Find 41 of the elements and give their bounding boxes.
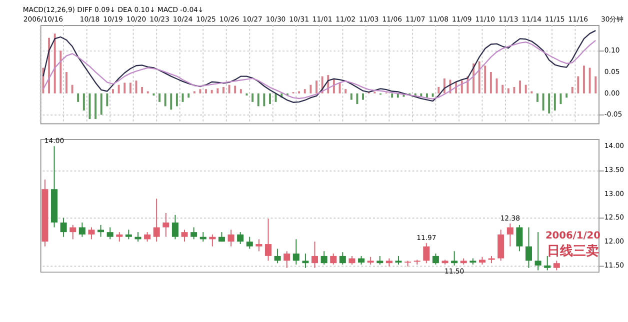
candlestick: [284, 250, 290, 268]
candlestick: [256, 238, 262, 252]
candlestick: [237, 232, 244, 245]
candlestick: [228, 229, 234, 247]
candlestick: [516, 224, 523, 252]
candlestick: [423, 242, 430, 264]
candlestick: [106, 226, 114, 240]
candlestick: [190, 226, 198, 240]
candlestick: [125, 229, 132, 240]
candlestick: [162, 212, 170, 238]
candlestick: [274, 248, 281, 264]
candlestick: [116, 232, 123, 242]
candlestick: [553, 260, 560, 271]
candlestick: [70, 224, 76, 240]
candlestick: [60, 217, 67, 238]
candlestick: [153, 198, 160, 242]
candlestick: [498, 229, 504, 262]
candlestick: [144, 232, 151, 242]
candlestick: [525, 226, 532, 268]
candlestick: [311, 241, 318, 268]
candlestick: [330, 253, 337, 266]
candlestick: [246, 236, 253, 250]
candlestick: [292, 238, 300, 266]
annotation: 日线三卖: [546, 244, 599, 259]
candlestick: [339, 252, 346, 266]
candlestick: [534, 232, 542, 271]
candlestick: [506, 223, 514, 247]
candlestick: [544, 255, 551, 271]
line-series: [42, 40, 596, 100]
annotation: 2006/1/20: [545, 230, 601, 242]
candlestick: [172, 214, 178, 240]
candlestick: [78, 222, 86, 238]
line-series: [42, 30, 596, 103]
candlestick: [320, 250, 328, 266]
candlestick: [432, 253, 439, 266]
candlestick: [451, 250, 458, 266]
candlestick: [264, 218, 272, 262]
candlestick: [302, 253, 309, 268]
candlestick: [181, 229, 188, 242]
candlestick: [98, 224, 104, 238]
candlestick: [88, 226, 95, 240]
